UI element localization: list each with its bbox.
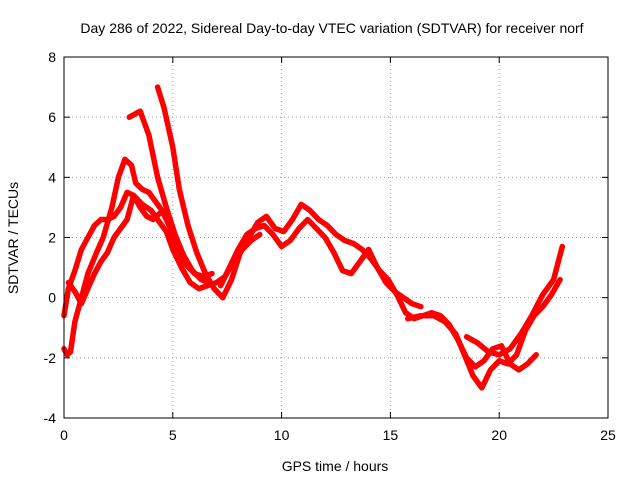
x-tick-label: 5 xyxy=(169,427,177,443)
y-axis-label: SDTVAR / TECUs xyxy=(5,182,21,294)
plot-frame xyxy=(63,56,609,419)
y-tick-label: -2 xyxy=(44,350,57,366)
y-tick-label: 4 xyxy=(48,169,56,185)
x-tick-labels: 0 5 10 15 20 25 xyxy=(60,427,616,443)
x-tick-label: 10 xyxy=(274,427,290,443)
series-line-6 xyxy=(217,216,424,310)
series-line-4 xyxy=(126,108,213,286)
x-tick-label: 25 xyxy=(600,427,616,443)
y-tick-label: 8 xyxy=(48,49,56,65)
y-tick-label: -4 xyxy=(44,410,57,426)
plot-series xyxy=(61,84,566,391)
x-tick-label: 20 xyxy=(491,427,507,443)
y-tick-label: 0 xyxy=(48,290,56,306)
y-tick-labels: -4 -2 0 2 4 6 8 xyxy=(44,49,57,426)
x-tick-label: 15 xyxy=(383,427,399,443)
x-tick-label: 0 xyxy=(60,427,68,443)
x-axis-label: GPS time / hours xyxy=(282,458,389,474)
series-line-1 xyxy=(61,156,215,358)
y-tick-label: 2 xyxy=(48,230,56,246)
series-line-7 xyxy=(405,276,563,391)
series-line-3 xyxy=(65,192,163,307)
series-line-8 xyxy=(463,243,566,358)
series-line-5 xyxy=(154,84,539,373)
y-tick-label: 6 xyxy=(48,109,56,125)
chart-title: Day 286 of 2022, Sidereal Day-to-day VTE… xyxy=(80,20,583,36)
